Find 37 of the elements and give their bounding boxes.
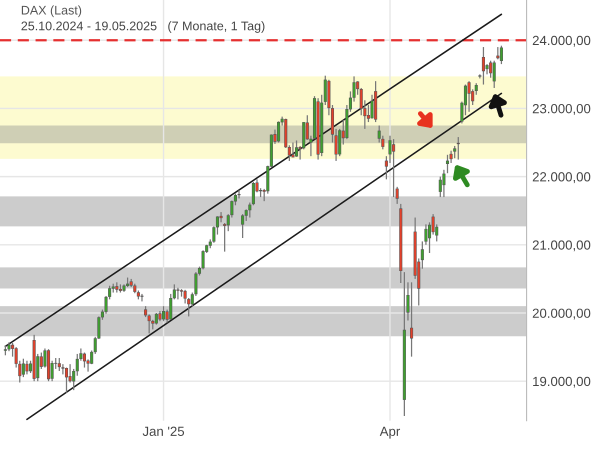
candlestick	[468, 80, 471, 112]
chart-title: DAX (Last)	[22, 5, 82, 18]
candlestick	[4, 344, 7, 356]
candlestick	[294, 140, 298, 158]
text: 25.10.2024 - 19.05.2025 (7 Monate, 1 Tag)	[21, 21, 264, 33]
candlestick	[241, 214, 244, 239]
candlestick	[158, 310, 162, 322]
y-tick-label: 21.000,00	[532, 240, 590, 252]
candlestick	[370, 94, 374, 120]
y-tick-label: 20.000,00	[532, 308, 590, 320]
y-tick-label: 19.000,00	[533, 376, 590, 388]
candlestick	[492, 60, 496, 89]
y-tick-label: 24.000,00	[532, 36, 590, 47]
candlestick	[446, 154, 450, 174]
candlestick	[115, 282, 118, 294]
candlestick	[25, 360, 28, 376]
candlestick	[392, 138, 396, 198]
y-tick-label: 22.000,00	[532, 172, 590, 184]
candlestick	[64, 366, 68, 394]
candlestick	[291, 142, 294, 158]
candlestick	[489, 60, 492, 78]
candlestick	[482, 46, 485, 86]
candlestick	[126, 276, 130, 288]
candlestick	[410, 282, 414, 358]
candlestick	[496, 46, 500, 60]
y-tick-label: 23.000,00	[532, 104, 590, 115]
candlestick	[176, 287, 180, 300]
candlestick	[82, 352, 86, 368]
x-tick-label: Apr	[380, 426, 400, 439]
candlestick	[500, 45, 503, 65]
x-tick-label: Jan '25	[142, 426, 184, 436]
candlestick	[277, 120, 280, 144]
candlestick	[456, 136, 460, 160]
candlestick	[154, 312, 158, 326]
candlestick	[58, 357, 61, 372]
candlestick	[442, 169, 446, 198]
candlestick	[162, 306, 166, 322]
